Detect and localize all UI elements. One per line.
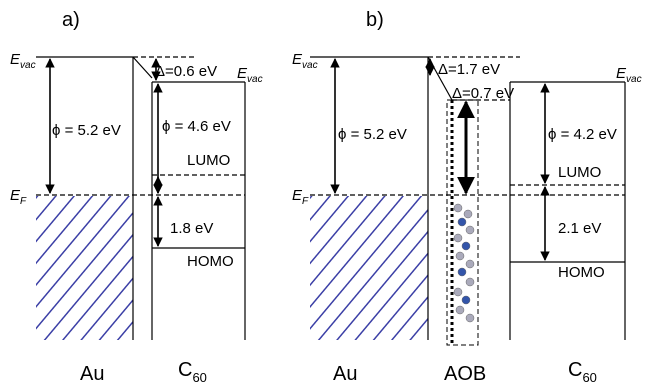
lumo-label: LUMO — [558, 164, 601, 181]
ef-label: EF — [10, 187, 27, 207]
homo-label: HOMO — [187, 253, 234, 270]
work-function: ϕ = 5.2 eV — [338, 126, 407, 143]
panel-label: a) — [62, 9, 80, 31]
aob-molecule — [454, 204, 474, 322]
ef-label: EF — [292, 187, 309, 207]
work-function: ϕ = 4.6 eV — [162, 118, 231, 135]
material-label: AOB — [444, 363, 486, 385]
panel-a: a) Evac EF ϕ = 5.2 eV Δ=0.6 eV Evac ϕ = … — [10, 9, 263, 385]
material-label: Au — [80, 363, 104, 385]
delta: Δ=0.6 eV — [155, 63, 217, 80]
panel-label: b) — [366, 9, 384, 31]
delta: Δ=0.7 eV — [452, 85, 514, 102]
lumo-label: LUMO — [187, 152, 230, 169]
gap-label: 2.1 eV — [558, 220, 601, 237]
evac-label: Evac — [10, 51, 36, 71]
homo-label: HOMO — [558, 264, 605, 281]
evac-label: Evac — [292, 51, 318, 71]
panel-b: b) Evac EF ϕ = 5.2 eV Δ=1.7 eV Δ=0.7 eV … — [292, 9, 642, 385]
work-function: ϕ = 4.2 eV — [548, 126, 617, 143]
work-function: ϕ = 5.2 eV — [52, 122, 121, 139]
gap-label: 1.8 eV — [170, 220, 213, 237]
material-label: Au — [333, 363, 357, 385]
metal-hatch — [310, 196, 428, 340]
vacuum-step — [133, 57, 152, 78]
energy-diagram: a) Evac EF ϕ = 5.2 eV Δ=0.6 eV Evac ϕ = … — [0, 0, 646, 387]
material-label: C60 — [178, 359, 207, 385]
material-label: C60 — [568, 359, 597, 385]
delta: Δ=1.7 eV — [438, 61, 500, 78]
metal-hatch — [36, 196, 133, 340]
